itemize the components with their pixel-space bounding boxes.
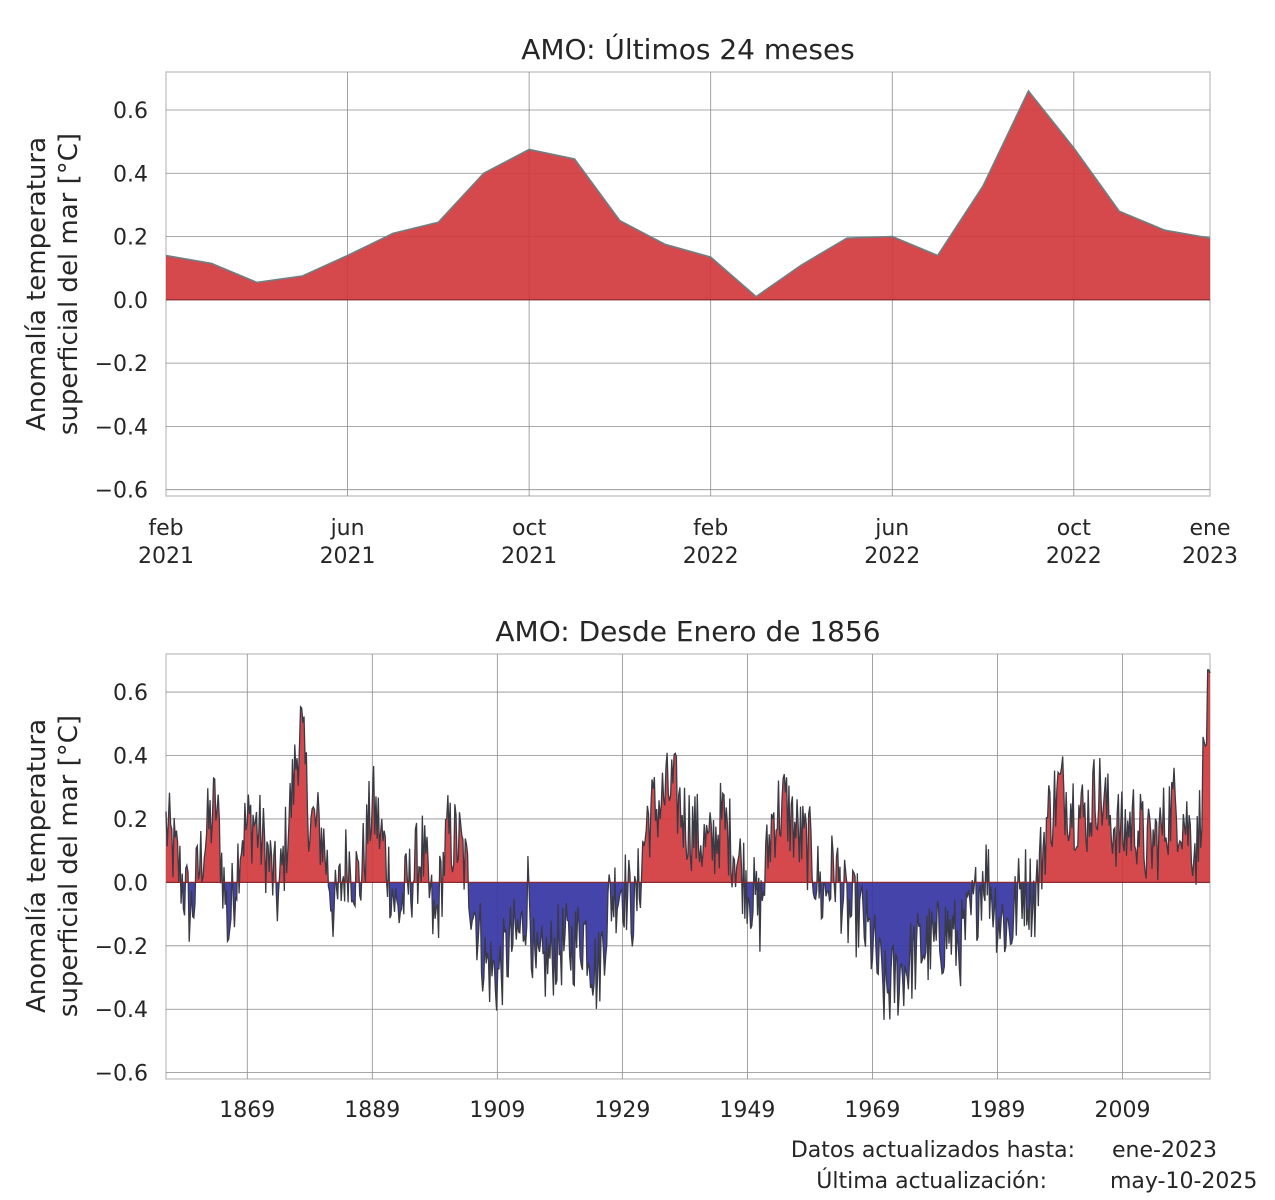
chart2-xtick-label: 1909 bbox=[469, 1098, 525, 1123]
chart1-xtick-year: 2021 bbox=[501, 544, 557, 569]
chart1-xtick-year: 2023 bbox=[1182, 544, 1238, 569]
chart1-xtick-month: feb bbox=[693, 516, 728, 541]
chart1-ytick-label: 0.0 bbox=[113, 289, 148, 314]
chart2-ytick-label: 0.4 bbox=[113, 744, 148, 769]
chart2-ylabel-line1: Anomalía temperatura bbox=[22, 719, 52, 1013]
footer-last-update-label: Última actualización: bbox=[816, 1168, 1047, 1194]
chart1-ytick-label: 0.4 bbox=[113, 162, 148, 187]
chart1-xtick-year: 2022 bbox=[864, 544, 920, 569]
chart1-area bbox=[165, 89, 1211, 301]
chart1-xtick-month: feb bbox=[148, 516, 183, 541]
chart1-xtick-month: oct bbox=[512, 516, 547, 541]
footer: Datos actualizados hasta: ene-2023 Últim… bbox=[791, 1138, 1258, 1194]
chart1-ytick-label: 0.6 bbox=[113, 99, 148, 124]
chart2-ytick-label: −0.4 bbox=[95, 998, 148, 1023]
chart2-xtick-label: 1889 bbox=[344, 1098, 400, 1123]
footer-last-update-value: may-10-2025 bbox=[1110, 1169, 1257, 1194]
chart1-xtick-month: jun bbox=[330, 516, 365, 541]
chart1-xtick-year: 2021 bbox=[138, 544, 194, 569]
chart-since-1856: AMO: Desde Enero de 1856 0.6 0.4 0.2 0.0 −0.… bbox=[22, 615, 1211, 1123]
chart1-ytick-label: −0.2 bbox=[95, 352, 148, 377]
footer-data-updated-value: ene-2023 bbox=[1112, 1138, 1217, 1163]
chart2-x-ticks: 1869 1889 1909 1929 1949 1969 1989 2009 bbox=[219, 1098, 1150, 1123]
chart2-xtick-label: 2009 bbox=[1094, 1098, 1150, 1123]
chart2-ytick-label: −0.6 bbox=[95, 1062, 148, 1087]
chart2-y-ticks: 0.6 0.4 0.2 0.0 −0.2 −0.4 −0.6 bbox=[95, 681, 148, 1087]
chart2-ytick-label: −0.2 bbox=[95, 935, 148, 960]
chart2-ytick-label: 0.6 bbox=[113, 681, 148, 706]
chart2-title: AMO: Desde Enero de 1856 bbox=[495, 615, 880, 648]
chart1-ytick-label: −0.6 bbox=[95, 479, 148, 504]
chart2-ytick-label: 0.2 bbox=[113, 808, 148, 833]
chart2-ylabel-line2: superficial del mar [°C] bbox=[54, 715, 84, 1017]
chart2-xtick-label: 1929 bbox=[594, 1098, 650, 1123]
chart1-series-line bbox=[165, 89, 1211, 298]
chart2-positive-fill bbox=[166, 669, 1210, 883]
chart1-ytick-label: −0.4 bbox=[95, 415, 148, 440]
chart1-ytick-label: 0.2 bbox=[113, 226, 148, 251]
chart1-area-fill bbox=[166, 90, 1210, 300]
chart-last-24-months: AMO: Últimos 24 meses 0.6 0.4 0.2 0.0 −0.2 −0… bbox=[22, 32, 1238, 569]
chart1-xtick-month: ene bbox=[1189, 516, 1230, 541]
chart1-title: AMO: Últimos 24 meses bbox=[521, 32, 855, 66]
chart1-xtick-year: 2021 bbox=[320, 544, 376, 569]
chart2-xtick-label: 1869 bbox=[219, 1098, 275, 1123]
chart2-xtick-label: 1989 bbox=[969, 1098, 1025, 1123]
chart2-ytick-label: 0.0 bbox=[113, 871, 148, 896]
chart2-negative-fill bbox=[180, 882, 1197, 1020]
chart1-xtick-month: jun bbox=[874, 516, 909, 541]
chart1-y-ticks: 0.6 0.4 0.2 0.0 −0.2 −0.4 −0.6 bbox=[95, 99, 148, 504]
chart1-ylabel-line2: superficial del mar [°C] bbox=[54, 133, 84, 435]
chart2-series-line bbox=[165, 669, 1211, 1020]
footer-data-updated-label: Datos actualizados hasta: bbox=[791, 1138, 1075, 1163]
chart2-xtick-label: 1969 bbox=[844, 1098, 900, 1123]
chart1-xtick-year: 2022 bbox=[683, 544, 739, 569]
chart2-area bbox=[165, 669, 1211, 1020]
chart1-xtick-month: oct bbox=[1057, 516, 1092, 541]
chart1-xtick-year: 2022 bbox=[1046, 544, 1102, 569]
chart1-x-ticks: feb 2021 jun 2021 oct 2021 feb 2022 jun 2022 oct 20… bbox=[138, 516, 1238, 569]
chart2-xtick-label: 1949 bbox=[719, 1098, 775, 1123]
chart1-ylabel-line1: Anomalía temperatura bbox=[22, 137, 52, 431]
